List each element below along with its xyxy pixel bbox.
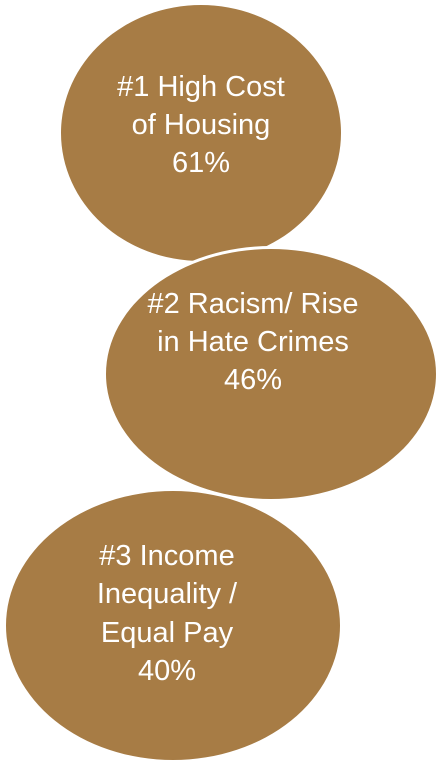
issue-3-title-line-1: #3 Income [99, 539, 235, 572]
issue-1-percent: 61% [171, 147, 231, 180]
issue-2-percent: 46% [223, 364, 283, 397]
issue-2-title-line-1: #2 Racism/ Rise [147, 287, 359, 320]
issue-bubble-2-text: #2 Racism/ Rise in Hate Crimes 46% [147, 285, 358, 400]
issue-bubble-1: #1 High Cost of Housing 61% [58, 2, 344, 264]
issue-3-title-line-3: Equal Pay [100, 616, 234, 649]
issue-3-percent: 40% [137, 654, 197, 687]
issue-1-title-line-1: #1 High Cost [117, 70, 285, 103]
issue-2-title-line-2: in Hate Crimes [157, 325, 349, 358]
issue-1-title-line-2: of Housing [131, 108, 271, 141]
issue-bubble-1-text: #1 High Cost of Housing 61% [117, 68, 285, 183]
issue-bubble-3-text: #3 Income Inequality / Equal Pay 40% [97, 537, 237, 690]
issue-3-title-line-2: Inequality / [96, 578, 238, 611]
issue-bubble-2: #2 Racism/ Rise in Hate Crimes 46% [103, 246, 439, 502]
issue-bubble-3: #3 Income Inequality / Equal Pay 40% [3, 488, 343, 763]
